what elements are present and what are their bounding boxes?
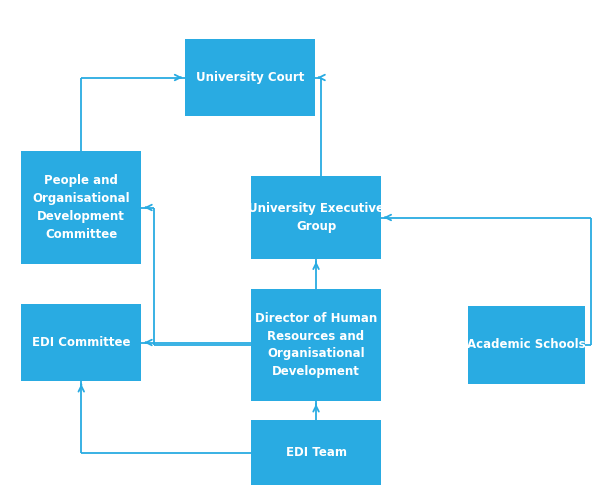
- FancyBboxPatch shape: [468, 306, 585, 384]
- Text: Academic Schools: Academic Schools: [467, 338, 586, 351]
- FancyBboxPatch shape: [252, 420, 381, 485]
- FancyBboxPatch shape: [21, 151, 141, 264]
- FancyBboxPatch shape: [252, 176, 381, 259]
- FancyBboxPatch shape: [21, 304, 141, 381]
- Text: University Court: University Court: [196, 71, 304, 84]
- Text: EDI Team: EDI Team: [285, 446, 347, 459]
- FancyBboxPatch shape: [185, 39, 314, 116]
- Text: Director of Human
Resources and
Organisational
Development: Director of Human Resources and Organisa…: [255, 312, 377, 378]
- FancyBboxPatch shape: [252, 289, 381, 401]
- Text: People and
Organisational
Development
Committee: People and Organisational Development Co…: [33, 174, 130, 241]
- Text: EDI Committee: EDI Committee: [32, 336, 131, 349]
- Text: University Executive
Group: University Executive Group: [248, 202, 384, 233]
